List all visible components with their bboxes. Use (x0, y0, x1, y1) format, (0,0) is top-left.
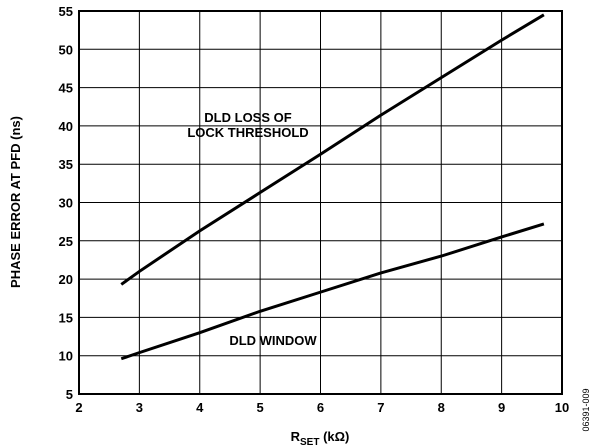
y-tick-label: 15 (59, 310, 73, 325)
x-tick-label: 4 (196, 400, 204, 415)
y-tick-label: 40 (59, 119, 73, 134)
annotation: DLD WINDOW (229, 333, 317, 348)
x-label-unit: (kΩ) (319, 429, 349, 444)
line (120, 13, 545, 286)
x-label-main: R (291, 429, 301, 444)
y-tick-label: 50 (59, 42, 73, 57)
line (120, 222, 545, 361)
x-label-sub: SET (300, 437, 319, 448)
y-tick-label: 5 (66, 387, 73, 402)
y-tick-label: 20 (59, 272, 73, 287)
annotation: LOCK THRESHOLD (187, 125, 308, 140)
x-axis-label: RSET (kΩ) (291, 429, 350, 448)
y-tick-label: 25 (59, 234, 73, 249)
figure-id: 06391-009 (581, 388, 591, 431)
x-tick-label: 3 (136, 400, 143, 415)
x-tick-label: 2 (75, 400, 82, 415)
y-tick-label: 55 (59, 4, 73, 19)
y-tick-label: 10 (59, 349, 73, 364)
x-tick-label: 9 (498, 400, 505, 415)
y-tick-label: 45 (59, 81, 73, 96)
y-axis-label: PHASE ERROR AT PFD (ns) (8, 116, 23, 288)
x-tick-label: 8 (438, 400, 445, 415)
x-tick-label: 10 (555, 400, 569, 415)
x-tick-label: 7 (377, 400, 384, 415)
x-tick-label: 5 (257, 400, 264, 415)
y-tick-label: 30 (59, 196, 73, 211)
y-tick-label: 35 (59, 157, 73, 172)
plot-frame (78, 10, 563, 395)
x-tick-label: 6 (317, 400, 324, 415)
annotation: DLD LOSS OF (204, 110, 291, 125)
